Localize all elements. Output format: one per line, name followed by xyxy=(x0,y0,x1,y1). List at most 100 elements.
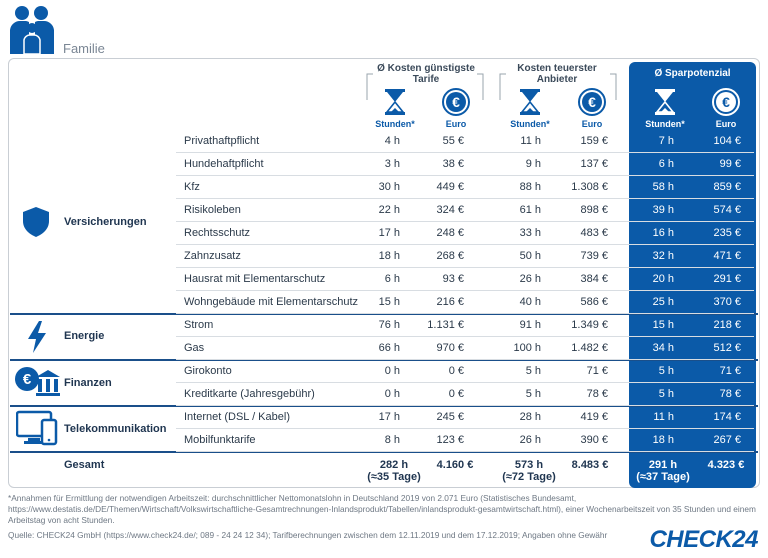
euro-icon: € xyxy=(712,88,740,116)
cell-c2h: 33 h xyxy=(519,227,541,239)
cell-c1e: 324 € xyxy=(436,204,464,216)
row-label: Rechtsschutz xyxy=(184,227,251,239)
cell-c1e: 268 € xyxy=(436,250,464,262)
category-energie: Energie xyxy=(64,330,105,342)
group2-title: Kosten teuerster Anbieter xyxy=(517,63,597,85)
category-finanzen: Finanzen xyxy=(64,377,112,389)
row-separator xyxy=(176,405,754,406)
cell-c2h: 50 h xyxy=(519,250,541,262)
cell-c2e: 1.308 € xyxy=(571,181,608,193)
cell-c3e: 291 € xyxy=(713,273,741,285)
cell-c1e: 93 € xyxy=(442,273,464,285)
row-separator xyxy=(176,152,754,153)
section-divider xyxy=(10,405,758,407)
bank-icon: € xyxy=(15,367,60,396)
euro-icon: € xyxy=(578,88,606,116)
cell-c3h: 18 h xyxy=(652,434,674,446)
cell-c1h: 30 h xyxy=(378,181,400,193)
cell-c2h: 9 h xyxy=(525,158,541,170)
row-separator xyxy=(176,267,754,268)
row-label: Internet (DSL / Kabel) xyxy=(184,411,290,423)
row-separator xyxy=(176,336,754,337)
table-row: Hundehaftpflicht 3 h 38 € 9 h 137 € 6 h 99 € xyxy=(176,153,756,176)
row-separator xyxy=(176,221,754,222)
cell-c2h: 40 h xyxy=(519,296,541,308)
table-row: Mobilfunktarife 8 h 123 € 26 h 390 € 18 h 267 … xyxy=(176,429,756,452)
row-label: Kreditkarte (Jahresgebühr) xyxy=(184,388,315,400)
cell-c1e: 38 € xyxy=(442,158,464,170)
cell-c2e: 419 € xyxy=(580,411,608,423)
cell-c3e: 99 € xyxy=(719,158,741,170)
footnote: *Annahmen für Ermittlung der notwendigen… xyxy=(8,493,756,525)
check24-logo: CHECK24 xyxy=(649,526,758,553)
cell-c2h: 26 h xyxy=(519,273,541,285)
cell-c1h: 17 h xyxy=(378,227,400,239)
cell-c1e: 123 € xyxy=(436,434,464,446)
cell-c1e: 970 € xyxy=(436,342,464,354)
table-row: Hausrat mit Elementarschutz 6 h 93 € 26 h 38… xyxy=(176,268,756,291)
cell-c3h: 58 h xyxy=(652,181,674,193)
total-label: Gesamt xyxy=(64,459,105,471)
cell-c2h: 5 h xyxy=(525,365,541,377)
svg-text:€: € xyxy=(23,371,32,388)
cell-c1h: 0 h xyxy=(384,365,400,377)
devices-icon xyxy=(16,410,58,446)
cell-c3e: 471 € xyxy=(713,250,741,262)
row-separator xyxy=(176,290,754,291)
cell-c1h: 8 h xyxy=(384,434,400,446)
cell-c1h: 18 h xyxy=(378,250,400,262)
group3-title: Ø Sparpotenzial xyxy=(654,68,731,79)
cell-c1e: 216 € xyxy=(436,296,464,308)
lightning-icon xyxy=(28,321,46,353)
total-c2-euro: 8.483 € xyxy=(571,459,609,471)
cell-c3e: 78 € xyxy=(719,388,741,400)
cell-c1e: 0 € xyxy=(448,388,464,400)
euro-icon: € xyxy=(442,88,470,116)
cell-c1e: 1.131 € xyxy=(427,319,464,331)
total-c3-euro: 4.323 € xyxy=(707,459,745,471)
cell-c3e: 512 € xyxy=(713,342,741,354)
cell-c2h: 91 h xyxy=(519,319,541,331)
cell-c2e: 898 € xyxy=(580,204,608,216)
cell-c2e: 390 € xyxy=(580,434,608,446)
section-divider xyxy=(10,313,758,315)
row-label: Gas xyxy=(184,342,205,354)
cell-c3e: 574 € xyxy=(713,204,741,216)
table-row: Wohngebäude mit Elementarschutz 15 h 216 €… xyxy=(176,291,756,314)
cell-c1h: 15 h xyxy=(378,296,400,308)
cell-c3e: 218 € xyxy=(713,319,741,331)
svg-text:€: € xyxy=(588,94,596,110)
cell-c1e: 245 € xyxy=(436,411,464,423)
table-row: Kfz 30 h 449 € 88 h 1.308 € 58 h 859 € xyxy=(176,176,756,199)
row-label: Kfz xyxy=(184,181,200,193)
row-label: Wohngebäude mit Elementarschutz xyxy=(184,296,359,308)
group1-bracket xyxy=(366,73,484,100)
cell-c3h: 16 h xyxy=(652,227,674,239)
row-separator xyxy=(176,359,754,360)
family-icon xyxy=(10,6,54,54)
source-note: Quelle: CHECK24 GmbH (https://www.check2… xyxy=(8,530,608,540)
savings-highlight-column xyxy=(629,62,756,488)
cell-c2e: 483 € xyxy=(580,227,608,239)
cell-c3h: 11 h xyxy=(653,411,674,423)
header: Familie xyxy=(8,4,208,56)
cell-c1h: 6 h xyxy=(384,273,400,285)
cell-c2e: 159 € xyxy=(580,135,608,147)
hourglass-icon xyxy=(385,89,405,115)
cell-c2h: 28 h xyxy=(519,411,541,423)
cell-c2e: 586 € xyxy=(580,296,608,308)
cell-c2e: 1.482 € xyxy=(571,342,608,354)
cell-c3e: 71 € xyxy=(719,365,741,377)
cell-c1e: 0 € xyxy=(448,365,464,377)
group1-title: Ø Kosten günstigste Tarife xyxy=(377,63,475,85)
hourglass-icon xyxy=(655,89,675,115)
table-row: Girokonto 0 h 0 € 5 h 71 € 5 h 71 € xyxy=(176,360,756,383)
cell-c1h: 3 h xyxy=(384,158,400,170)
svg-text:€: € xyxy=(722,94,730,110)
cell-c2h: 11 h xyxy=(520,135,541,147)
cell-c2h: 5 h xyxy=(525,388,541,400)
section-divider xyxy=(10,359,758,361)
cell-c1h: 22 h xyxy=(378,204,400,216)
cell-c3e: 174 € xyxy=(713,411,741,423)
row-separator xyxy=(176,382,754,383)
